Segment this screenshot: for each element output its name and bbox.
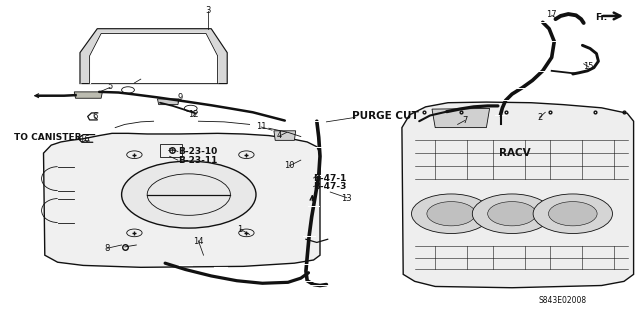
Circle shape bbox=[472, 194, 552, 234]
Text: 11: 11 bbox=[256, 122, 266, 131]
Text: B-47-1: B-47-1 bbox=[314, 174, 347, 182]
Polygon shape bbox=[74, 92, 102, 98]
Text: 12: 12 bbox=[136, 74, 146, 83]
Text: 6: 6 bbox=[92, 112, 97, 121]
Text: RACV: RACV bbox=[499, 148, 531, 158]
Polygon shape bbox=[80, 29, 227, 84]
Polygon shape bbox=[402, 102, 634, 288]
Text: TO CANISTER: TO CANISTER bbox=[14, 133, 81, 142]
Text: B-47-3: B-47-3 bbox=[314, 182, 347, 191]
Text: 14: 14 bbox=[193, 237, 204, 246]
Text: B-23-10: B-23-10 bbox=[178, 147, 217, 156]
Circle shape bbox=[412, 194, 491, 234]
Text: 13: 13 bbox=[342, 194, 352, 203]
Polygon shape bbox=[274, 131, 296, 140]
Text: 9: 9 bbox=[178, 93, 183, 102]
Text: 16: 16 bbox=[79, 135, 90, 144]
Circle shape bbox=[548, 202, 597, 226]
Text: 3: 3 bbox=[205, 6, 211, 15]
Text: 12: 12 bbox=[188, 110, 198, 119]
Text: 10: 10 bbox=[284, 161, 294, 170]
Circle shape bbox=[427, 202, 476, 226]
Text: 7: 7 bbox=[462, 116, 467, 125]
Text: 5: 5 bbox=[108, 82, 113, 91]
Text: PURGE CUT: PURGE CUT bbox=[352, 111, 419, 122]
Text: 1: 1 bbox=[237, 225, 243, 234]
Circle shape bbox=[122, 161, 256, 228]
Polygon shape bbox=[157, 99, 179, 105]
Text: 8: 8 bbox=[105, 244, 110, 253]
Circle shape bbox=[488, 202, 536, 226]
Text: 4: 4 bbox=[277, 131, 282, 140]
Text: S843E02008: S843E02008 bbox=[539, 296, 587, 305]
Text: 17: 17 bbox=[547, 11, 557, 19]
Polygon shape bbox=[432, 108, 490, 128]
Text: Fr.: Fr. bbox=[595, 13, 607, 22]
Text: 2: 2 bbox=[537, 113, 542, 122]
Text: 15: 15 bbox=[584, 63, 594, 71]
Circle shape bbox=[533, 194, 612, 234]
Text: B-23-11: B-23-11 bbox=[178, 156, 218, 165]
Polygon shape bbox=[44, 133, 320, 267]
Polygon shape bbox=[90, 33, 218, 84]
